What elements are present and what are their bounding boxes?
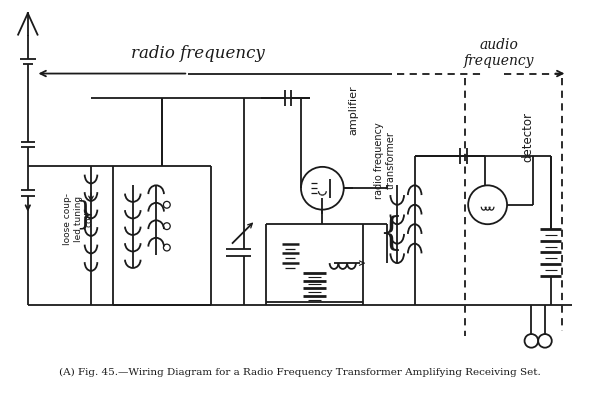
Text: radio frequency
transformer: radio frequency transformer [374, 122, 395, 199]
Text: amplifier: amplifier [349, 85, 359, 135]
Text: detector: detector [521, 112, 535, 162]
Text: loose coup-
led tuning
coil: loose coup- led tuning coil [64, 193, 93, 245]
Text: {: { [378, 216, 403, 253]
Text: radio frequency: radio frequency [131, 45, 265, 62]
Text: }: } [76, 199, 95, 230]
Text: (A) Fig. 45.—Wiring Diagram for a Radio Frequency Transformer Amplifying Receivi: (A) Fig. 45.—Wiring Diagram for a Radio … [59, 368, 541, 377]
Text: audio
frequency: audio frequency [464, 37, 535, 68]
